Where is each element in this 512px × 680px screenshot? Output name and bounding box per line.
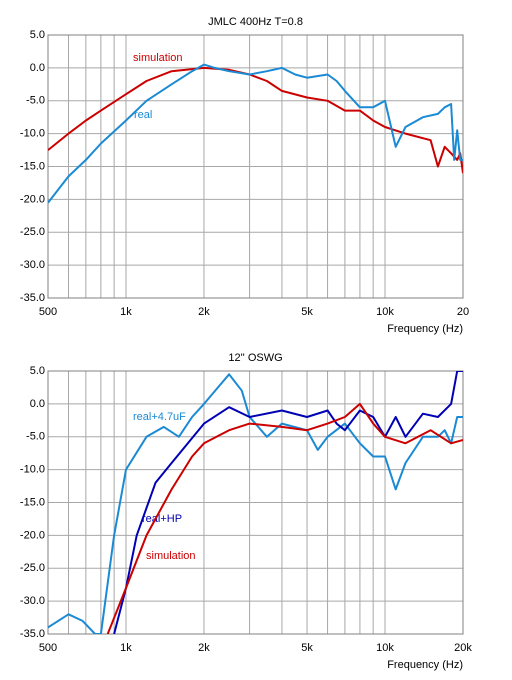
- x-tick-label: 500: [39, 642, 57, 654]
- y-tick-label: 5.0: [30, 29, 45, 41]
- y-tick-label: -30.0: [20, 259, 45, 271]
- y-tick-label: 5.0: [30, 365, 45, 377]
- chart-title: 12'' OSWG: [228, 352, 282, 364]
- series-label: real+HP: [142, 513, 182, 525]
- x-tick-label: 10k: [376, 642, 394, 654]
- chart-title: JMLC 400Hz T=0.8: [208, 16, 303, 28]
- y-tick-label: -15.0: [20, 496, 45, 508]
- series-line: [48, 66, 463, 174]
- x-tick-label: 500: [39, 306, 57, 318]
- y-tick-label: -5.0: [26, 95, 45, 107]
- y-tick-label: -25.0: [20, 226, 45, 238]
- y-tick-label: -20.0: [20, 193, 45, 205]
- y-tick-label: -30.0: [20, 595, 45, 607]
- y-tick-label: -15.0: [20, 160, 45, 172]
- x-tick-label: 20: [457, 306, 469, 318]
- y-tick-label: -20.0: [20, 529, 45, 541]
- series-line: [48, 63, 463, 204]
- series-label: real: [134, 109, 152, 121]
- y-tick-label: -5.0: [26, 431, 45, 443]
- x-tick-label: 5k: [301, 306, 313, 318]
- x-axis-label: Frequency (Hz): [387, 659, 463, 671]
- x-tick-label: 2k: [198, 306, 210, 318]
- x-tick-label: 2k: [198, 642, 210, 654]
- x-tick-label: 1k: [120, 642, 132, 654]
- y-tick-label: -25.0: [20, 562, 45, 574]
- y-tick-label: 0.0: [30, 62, 45, 74]
- series-label: real+4.7uF: [133, 411, 186, 423]
- y-tick-label: -10.0: [20, 464, 45, 476]
- y-tick-label: 0.0: [30, 398, 45, 410]
- x-tick-label: 5k: [301, 642, 313, 654]
- series-line: [106, 402, 463, 634]
- y-tick-label: -35.0: [20, 628, 45, 640]
- x-tick-label: 10k: [376, 306, 394, 318]
- series-line: [113, 371, 463, 634]
- y-tick-label: -10.0: [20, 128, 45, 140]
- series-label: simulation: [133, 52, 183, 64]
- series-label: simulation: [146, 550, 196, 562]
- y-tick-label: -35.0: [20, 292, 45, 304]
- x-axis-label: Frequency (Hz): [387, 323, 463, 335]
- x-tick-label: 1k: [120, 306, 132, 318]
- x-tick-label: 20k: [454, 642, 472, 654]
- series-line: [48, 373, 463, 634]
- plot-border: [47, 370, 464, 635]
